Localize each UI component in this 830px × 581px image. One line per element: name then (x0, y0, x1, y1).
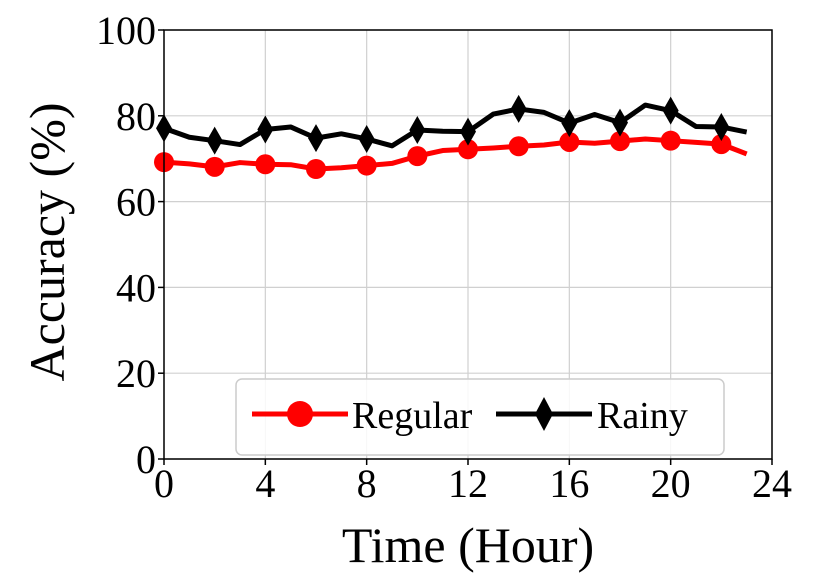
y-axis-label: Accuracy (%) (19, 103, 75, 382)
legend-rainy-label: Rainy (597, 395, 688, 437)
data-point-regular (407, 146, 428, 167)
y-tick-label: 80 (116, 94, 156, 139)
data-point-regular (508, 136, 529, 157)
data-point-rainy (662, 96, 679, 125)
data-point-regular (306, 158, 326, 179)
data-point-rainy (409, 115, 426, 144)
data-point-regular (255, 154, 276, 175)
x-tick-label: 16 (549, 461, 589, 506)
x-tick-label: 8 (357, 461, 377, 506)
data-point-rainy (460, 117, 476, 146)
series-layer (154, 94, 748, 179)
data-point-regular (204, 156, 225, 177)
data-point-regular (458, 139, 478, 160)
data-point-rainy (612, 108, 628, 137)
data-point-regular (356, 155, 377, 176)
data-point-rainy (561, 109, 578, 138)
y-tick-label: 100 (96, 8, 156, 53)
x-tick-label: 20 (651, 461, 691, 506)
x-tick-label: 12 (448, 461, 488, 506)
y-tick-label: 20 (116, 351, 156, 396)
data-point-rainy (358, 124, 375, 153)
legend-rainy-marker (535, 397, 553, 431)
x-tick-label: 4 (255, 461, 275, 506)
tick-labels: 0 4 8 12 16 20 24 0 20 40 60 80 100 (96, 8, 792, 506)
data-point-regular (559, 131, 580, 152)
series-regular (154, 130, 748, 179)
data-point-rainy (308, 124, 324, 153)
series-rainy (156, 94, 748, 155)
data-point-rainy (206, 126, 223, 155)
y-tick-label: 0 (136, 437, 156, 482)
x-tick-label: 24 (752, 461, 792, 506)
data-point-rainy (713, 112, 730, 141)
x-tick-label: 0 (154, 461, 174, 506)
legend-box (235, 378, 725, 456)
legend-regular-marker (287, 401, 313, 427)
series-line-regular (163, 136, 748, 172)
data-point-regular (610, 131, 630, 152)
data-point-rainy (257, 115, 274, 144)
data-point-regular (711, 134, 732, 155)
legend-regular-label: Regular (352, 395, 473, 437)
legend: Regular Rainy (235, 378, 725, 456)
data-point-rainy (510, 94, 527, 123)
data-point-regular (660, 130, 681, 151)
x-axis-label: Time (Hour) (342, 517, 594, 573)
y-tick-label: 40 (116, 265, 156, 310)
y-tick-label: 60 (116, 180, 156, 225)
